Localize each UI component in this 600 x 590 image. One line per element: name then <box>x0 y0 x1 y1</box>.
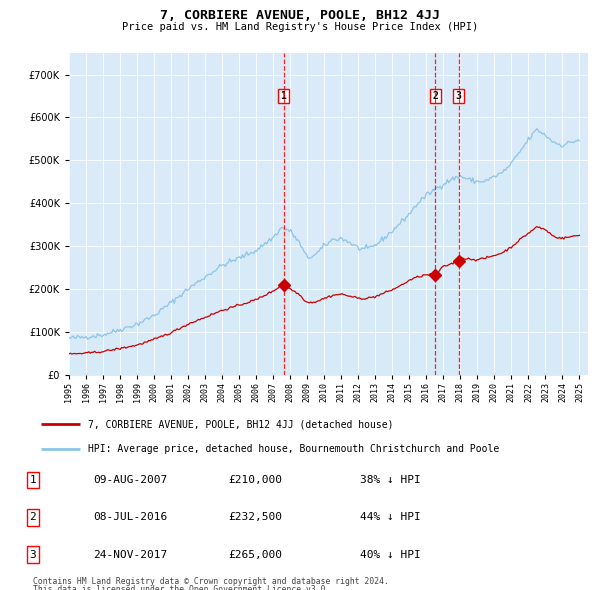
Text: 08-JUL-2016: 08-JUL-2016 <box>93 512 167 522</box>
Text: HPI: Average price, detached house, Bournemouth Christchurch and Poole: HPI: Average price, detached house, Bour… <box>88 444 499 454</box>
Text: £210,000: £210,000 <box>228 476 282 486</box>
Text: £265,000: £265,000 <box>228 549 282 559</box>
Text: £232,500: £232,500 <box>228 512 282 522</box>
Text: 44% ↓ HPI: 44% ↓ HPI <box>360 512 421 522</box>
Text: Price paid vs. HM Land Registry's House Price Index (HPI): Price paid vs. HM Land Registry's House … <box>122 22 478 32</box>
Text: 3: 3 <box>29 549 37 559</box>
Text: 3: 3 <box>456 91 461 101</box>
Text: 1: 1 <box>281 91 286 101</box>
Text: 09-AUG-2007: 09-AUG-2007 <box>93 476 167 486</box>
Text: 38% ↓ HPI: 38% ↓ HPI <box>360 476 421 486</box>
Text: 7, CORBIERE AVENUE, POOLE, BH12 4JJ (detached house): 7, CORBIERE AVENUE, POOLE, BH12 4JJ (det… <box>88 419 394 430</box>
Text: 40% ↓ HPI: 40% ↓ HPI <box>360 549 421 559</box>
Text: This data is licensed under the Open Government Licence v3.0.: This data is licensed under the Open Gov… <box>33 585 331 590</box>
Text: 7, CORBIERE AVENUE, POOLE, BH12 4JJ: 7, CORBIERE AVENUE, POOLE, BH12 4JJ <box>160 9 440 22</box>
Text: 1: 1 <box>29 476 37 486</box>
Text: 2: 2 <box>29 512 37 522</box>
Text: 2: 2 <box>432 91 438 101</box>
Text: Contains HM Land Registry data © Crown copyright and database right 2024.: Contains HM Land Registry data © Crown c… <box>33 577 389 586</box>
Text: 24-NOV-2017: 24-NOV-2017 <box>93 549 167 559</box>
